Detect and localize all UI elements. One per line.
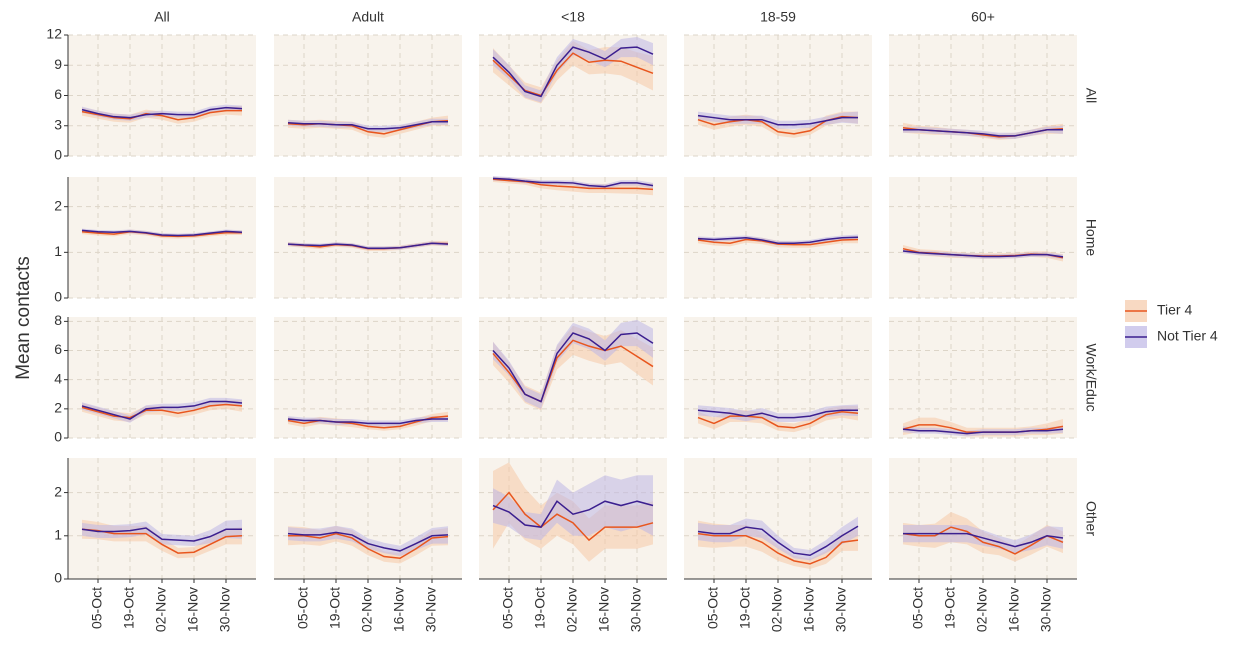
y-tick-label: 2 <box>54 400 62 416</box>
y-tick-label: 9 <box>54 56 62 72</box>
series-line <box>903 532 1064 548</box>
y-tick-label: 8 <box>54 312 62 328</box>
confidence-band <box>698 111 858 129</box>
column-label: 60+ <box>971 9 995 25</box>
confidence-band <box>698 404 858 422</box>
row-label: Other <box>1083 501 1099 536</box>
x-tick-label: 30-Nov <box>833 587 849 632</box>
confidence-band <box>903 425 1063 437</box>
y-tick-label: 0 <box>54 147 62 163</box>
series-line <box>697 114 858 126</box>
x-tick-label: 02-Nov <box>359 587 375 632</box>
x-tick-label: 19-Oct <box>942 587 958 629</box>
x-tick-label: 16-Nov <box>1006 587 1022 632</box>
y-tick-label: 4 <box>54 370 62 386</box>
y-tick-label: 12 <box>46 26 62 42</box>
x-tick-label: 05-Oct <box>500 587 516 629</box>
x-tick-label: 05-Oct <box>295 587 311 629</box>
series-line <box>287 418 448 425</box>
y-tick-label: 3 <box>54 116 62 132</box>
row-label: Work/Educ <box>1083 343 1099 411</box>
x-tick-label: 16-Nov <box>801 587 817 632</box>
x-tick-label: 30-Nov <box>423 587 439 632</box>
confidence-band <box>903 248 1063 260</box>
x-tick-label: 02-Nov <box>769 587 785 632</box>
series-line <box>81 231 242 238</box>
series-line <box>81 403 243 419</box>
series-line <box>492 332 654 403</box>
y-tick-label: 6 <box>54 86 62 102</box>
confidence-band <box>288 241 448 251</box>
y-tick-label: 1 <box>54 526 62 542</box>
x-tick-label: 19-Oct <box>327 587 343 629</box>
y-tick-label: 0 <box>54 570 62 586</box>
x-tick-label: 19-Oct <box>737 587 753 629</box>
x-tick-label: 30-Nov <box>1038 587 1054 632</box>
series-line <box>81 106 243 119</box>
series-line <box>697 532 859 565</box>
series-line <box>287 242 449 249</box>
x-tick-label: 19-Oct <box>121 587 137 629</box>
series-line <box>902 428 1064 435</box>
row-label: Home <box>1083 219 1099 257</box>
series-line <box>697 525 859 557</box>
x-tick-label: 16-Nov <box>596 587 612 632</box>
x-tick-label: 02-Nov <box>974 587 990 632</box>
column-label: All <box>154 9 170 25</box>
series-line <box>697 411 859 429</box>
x-tick-label: 16-Nov <box>391 587 407 632</box>
legend-label: Not Tier 4 <box>1157 328 1218 344</box>
series-line <box>902 250 1064 258</box>
series-line <box>492 178 654 191</box>
y-tick-label: 6 <box>54 341 62 357</box>
series-line <box>287 531 449 552</box>
confidence-band <box>493 475 653 541</box>
y-tick-label: 0 <box>54 289 62 305</box>
y-axis-label: Mean contacts <box>13 256 34 380</box>
column-label: <18 <box>561 9 585 25</box>
series-line <box>81 400 243 420</box>
series-line <box>492 339 654 403</box>
confidence-band <box>903 125 1063 139</box>
series-line <box>492 491 654 542</box>
x-tick-label: 16-Nov <box>185 587 201 632</box>
x-tick-label: 19-Oct <box>532 587 548 629</box>
series-line <box>492 46 654 98</box>
legend-label: Tier 4 <box>1157 302 1192 318</box>
series-line <box>492 500 654 528</box>
series-line <box>288 532 449 560</box>
series-line <box>902 526 1064 555</box>
column-label: Adult <box>352 9 384 25</box>
confidence-band <box>698 516 858 561</box>
series-line <box>697 236 859 244</box>
series-line <box>697 409 858 419</box>
y-tick-label: 0 <box>54 429 62 445</box>
x-tick-label: 02-Nov <box>564 587 580 632</box>
y-tick-label: 1 <box>54 243 62 259</box>
x-tick-label: 05-Oct <box>89 587 105 629</box>
y-tick-label: 2 <box>54 483 62 499</box>
series-line <box>81 109 242 121</box>
series-line <box>903 129 1063 137</box>
x-tick-label: 05-Oct <box>705 587 721 629</box>
x-tick-label: 05-Oct <box>910 587 926 629</box>
x-tick-label: 02-Nov <box>153 587 169 632</box>
series-line <box>81 528 243 554</box>
x-tick-label: 30-Nov <box>217 587 233 632</box>
y-tick-label: 2 <box>54 197 62 213</box>
column-label: 18-59 <box>760 9 796 25</box>
x-tick-label: 30-Nov <box>628 587 644 632</box>
series-line <box>697 238 859 246</box>
row-label: All <box>1083 88 1099 104</box>
series-line <box>287 120 448 130</box>
series-line <box>81 527 242 542</box>
series-line <box>81 229 243 237</box>
series-line <box>492 177 654 188</box>
confidence-band <box>288 411 448 431</box>
